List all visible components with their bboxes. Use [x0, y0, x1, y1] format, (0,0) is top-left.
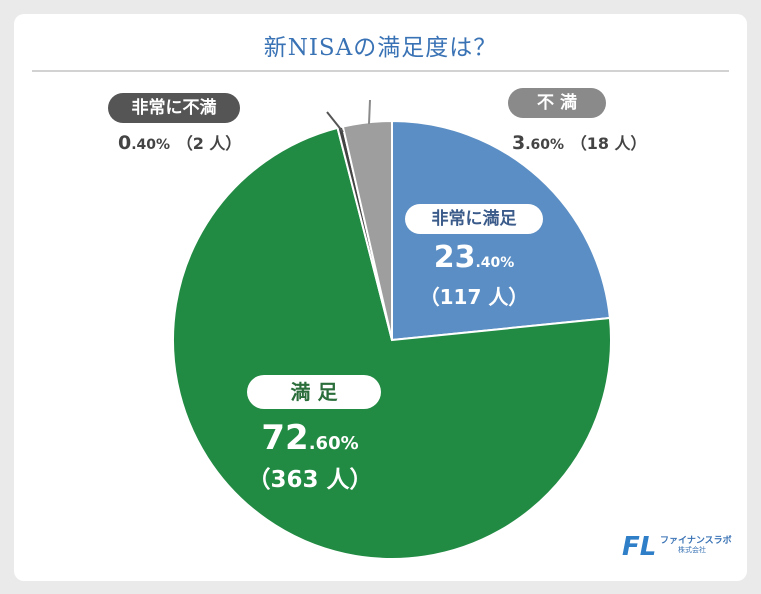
- leader-line-dissatisfied: [368, 99, 371, 125]
- slice-dissatisfied: [341, 119, 393, 341]
- slice-value-satisfied: 72.60%: [261, 418, 359, 458]
- brand-name: ファイナンスラボ: [660, 536, 732, 546]
- leader-line-very-dissatisfied: [326, 111, 344, 133]
- brand-logo-text: FL: [622, 532, 656, 562]
- slice-label-very-dissatisfied: 非常に不満: [108, 93, 240, 123]
- slice-count-very-satisfied: （117 人）: [419, 285, 529, 309]
- brand-logo-mark: FL: [622, 532, 656, 562]
- slice-label-dissatisfied: 不 満: [508, 88, 606, 118]
- slice-label-very-satisfied: 非常に満足: [405, 204, 543, 234]
- title-divider: [32, 70, 729, 72]
- brand-sub: 株式会社: [678, 546, 706, 554]
- slice-value-very-dissatisfied: 0.40% （2 人）: [118, 132, 242, 154]
- slice-value-dissatisfied: 3.60% （18 人）: [512, 132, 647, 154]
- slice-value-very-satisfied: 23.40%: [433, 240, 515, 275]
- slice-satisfied: [172, 126, 612, 560]
- brand-logo: FL ファイナンスラボ 株式会社: [620, 527, 732, 563]
- slice-label-satisfied: 満 足: [247, 375, 381, 409]
- chart-title: 新NISAの満足度は？: [263, 35, 498, 61]
- slice-count-satisfied: （363 人）: [247, 467, 373, 493]
